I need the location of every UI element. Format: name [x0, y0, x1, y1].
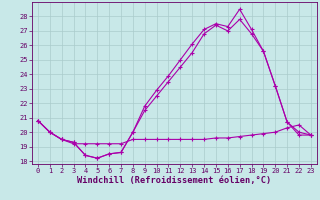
X-axis label: Windchill (Refroidissement éolien,°C): Windchill (Refroidissement éolien,°C): [77, 176, 272, 185]
